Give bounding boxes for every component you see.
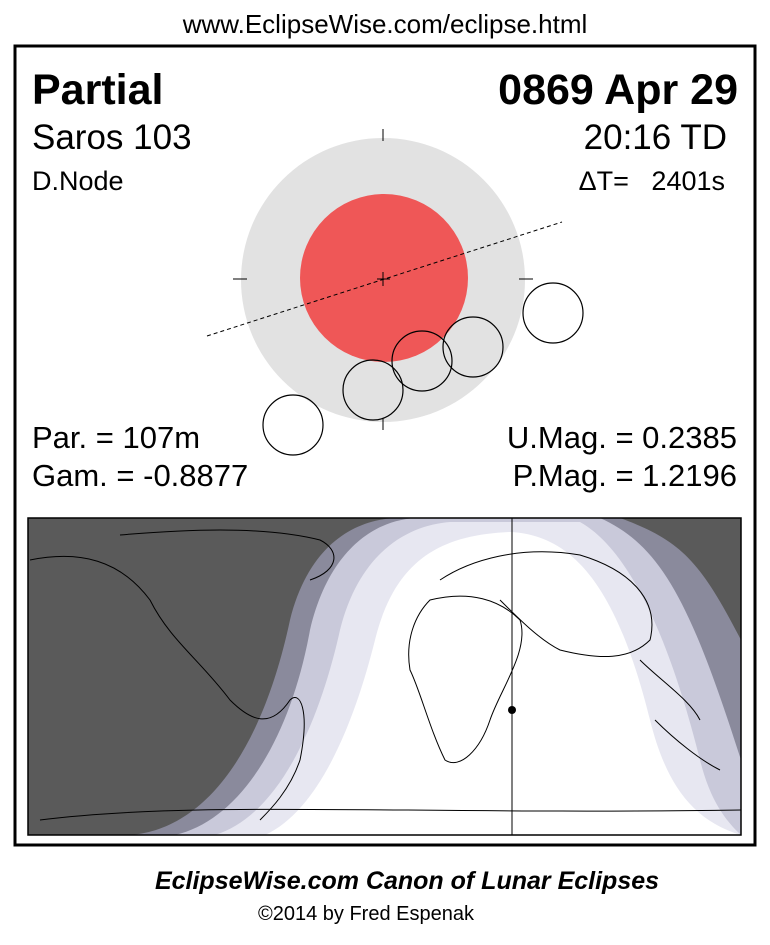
eclipse-type: Partial bbox=[32, 66, 163, 114]
gamma: Gam. = -0.8877 bbox=[32, 458, 248, 493]
moon-positions bbox=[262, 282, 584, 456]
footer-credit: ©2014 by Fred Espenak bbox=[258, 903, 475, 925]
time: 20:16 TD bbox=[584, 118, 727, 157]
footer-title: EclipseWise.com Canon of Lunar Eclipses bbox=[155, 867, 659, 895]
moon-path bbox=[206, 221, 563, 337]
map-frame bbox=[27, 517, 742, 836]
duration: Par. = 107m bbox=[32, 420, 200, 455]
shadow-diagram bbox=[206, 129, 584, 456]
header-url: www.EclipseWise.com/eclipse.html bbox=[182, 9, 588, 39]
visibility-map bbox=[28, 518, 741, 835]
umbra bbox=[300, 194, 468, 362]
umbral-magnitude: U.Mag. = 0.2385 bbox=[507, 420, 737, 455]
penumbral-magnitude: P.Mag. = 1.2196 bbox=[513, 458, 737, 493]
delta-t: ΔT= 2401s bbox=[579, 166, 725, 196]
node: D.Node bbox=[32, 166, 124, 196]
axis-ticks bbox=[233, 129, 533, 430]
saros: Saros 103 bbox=[32, 118, 192, 157]
frame bbox=[13, 44, 757, 847]
eclipse-date: 0869 Apr 29 bbox=[498, 66, 738, 114]
